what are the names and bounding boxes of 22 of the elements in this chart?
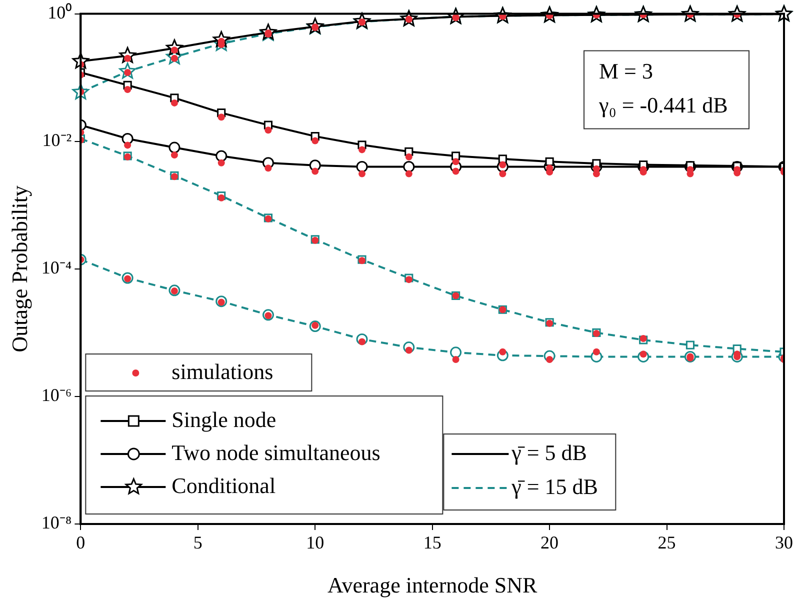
y-tick-label: 10⁰ xyxy=(48,2,72,23)
legend-label: simulations xyxy=(172,358,274,384)
legend-label: Two node simultaneous xyxy=(172,440,380,465)
legend-label: Conditional xyxy=(172,472,276,498)
annotation: M = 3 xyxy=(599,58,653,84)
x-tick-label: 25 xyxy=(658,532,676,553)
x-tick-label: 15 xyxy=(423,532,442,553)
x-tick-label: 20 xyxy=(540,532,559,553)
annotation: γ̄ = 5 dB xyxy=(510,440,587,465)
y-tick-label: 10⁻² xyxy=(42,130,72,150)
y-tick-label: 10⁻⁴ xyxy=(41,258,72,278)
y-tick-label: 10⁻⁶ xyxy=(41,385,72,406)
x-tick-label: 0 xyxy=(76,532,86,553)
annotation: γ̄ = 15 dB xyxy=(510,474,598,499)
x-tick-label: 30 xyxy=(775,532,793,553)
legend-label: Single node xyxy=(172,406,276,432)
x-axis-title: Average internode SNR xyxy=(327,572,538,598)
annotation: γ₀ = -0.441 dB xyxy=(598,92,728,118)
x-tick-label: 5 xyxy=(193,532,202,553)
y-tick-label: 10⁻⁸ xyxy=(41,512,72,533)
x-tick-label: 10 xyxy=(306,532,324,553)
y-axis-title: Outage Probability xyxy=(6,185,32,352)
